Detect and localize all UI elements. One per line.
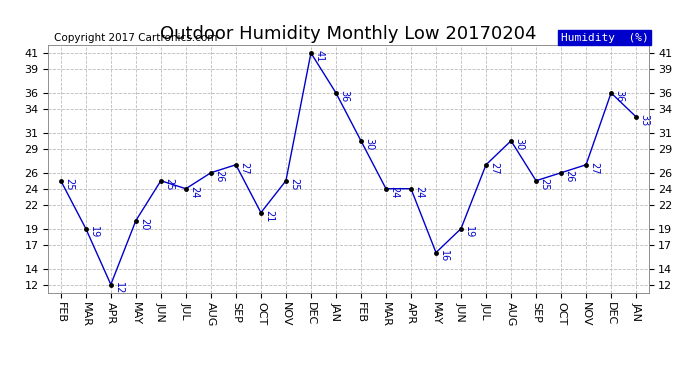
- Text: 27: 27: [589, 162, 600, 174]
- Text: 26: 26: [214, 170, 224, 182]
- Text: 19: 19: [89, 226, 99, 238]
- Text: Copyright 2017 Cartronics.com: Copyright 2017 Cartronics.com: [55, 33, 217, 42]
- Text: Humidity  (%): Humidity (%): [561, 33, 649, 42]
- Text: 25: 25: [540, 178, 549, 190]
- Text: 12: 12: [114, 282, 124, 294]
- Text: 36: 36: [339, 90, 349, 102]
- Text: 19: 19: [464, 226, 474, 238]
- Text: 33: 33: [640, 114, 649, 126]
- Title: Outdoor Humidity Monthly Low 20170204: Outdoor Humidity Monthly Low 20170204: [160, 26, 537, 44]
- Text: 30: 30: [364, 138, 374, 150]
- Text: 24: 24: [189, 186, 199, 198]
- Text: 30: 30: [514, 138, 524, 150]
- Text: 36: 36: [614, 90, 624, 102]
- Text: 27: 27: [239, 162, 249, 174]
- Text: 24: 24: [389, 186, 400, 198]
- Text: 21: 21: [264, 210, 274, 222]
- Text: 25: 25: [289, 178, 299, 190]
- Text: 26: 26: [564, 170, 574, 182]
- Text: 27: 27: [489, 162, 500, 174]
- Text: 25: 25: [64, 178, 74, 190]
- Text: 41: 41: [314, 50, 324, 63]
- Text: 24: 24: [414, 186, 424, 198]
- Text: 20: 20: [139, 218, 149, 230]
- Text: 25: 25: [164, 178, 174, 190]
- Text: 16: 16: [440, 250, 449, 262]
